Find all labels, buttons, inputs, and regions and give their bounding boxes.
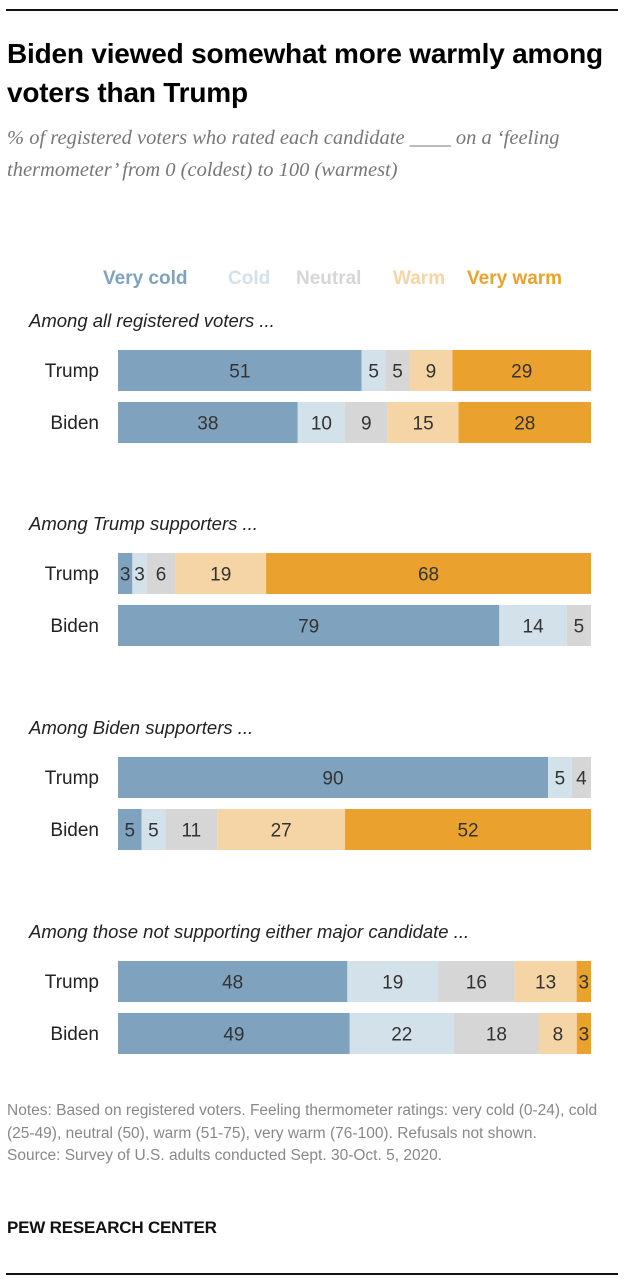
- top-rule: [6, 9, 618, 11]
- data-label: 3: [579, 1025, 590, 1046]
- bar-segment-cold: [361, 350, 386, 391]
- bar-segment-neutral: [453, 1013, 539, 1054]
- bar-segment-warm: [538, 1013, 577, 1054]
- data-label: 48: [222, 973, 243, 994]
- data-label: 49: [223, 1025, 244, 1046]
- data-label: 18: [486, 1025, 507, 1046]
- data-label: 28: [514, 414, 535, 435]
- bar-segment-cold: [297, 402, 346, 443]
- bar-segment-cold: [349, 1013, 454, 1054]
- data-label: 10: [311, 414, 332, 435]
- data-label: 11: [181, 821, 201, 842]
- bar-segment-warm: [514, 961, 577, 1002]
- bar-segment-cold: [548, 757, 572, 798]
- data-label: 29: [511, 362, 532, 383]
- data-label: 8: [553, 1025, 564, 1046]
- data-label: 3: [120, 565, 131, 586]
- data-label: 5: [574, 617, 585, 638]
- bar-segment-warm: [387, 402, 459, 443]
- row-label-trump: Trump: [45, 564, 99, 585]
- bar-segment-very-warm: [576, 1013, 591, 1054]
- group-label: Among those not supporting either major …: [28, 921, 469, 942]
- data-label: 14: [523, 617, 545, 638]
- data-label: 5: [148, 821, 159, 842]
- data-label: 51: [229, 362, 250, 383]
- bar-segment-very-warm: [452, 350, 591, 391]
- data-label: 90: [322, 769, 343, 790]
- row-label-trump: Trump: [45, 361, 99, 382]
- bar-segment-very-warm: [345, 809, 591, 850]
- row-label-trump: Trump: [45, 768, 99, 789]
- bar-segment-neutral: [438, 961, 515, 1002]
- group-label: Among Trump supporters ...: [28, 513, 258, 534]
- data-label: 4: [576, 769, 587, 790]
- legend-item-very-warm: Very warm: [467, 268, 562, 289]
- data-label: 19: [210, 565, 231, 586]
- bar-segment-very-warm: [576, 961, 591, 1002]
- bar-segment-neutral: [385, 350, 410, 391]
- data-label: 15: [413, 414, 434, 435]
- bar-segment-very-warm: [266, 553, 591, 594]
- bar-segment-very-cold: [118, 1013, 350, 1054]
- data-label: 13: [535, 973, 556, 994]
- data-label: 9: [361, 414, 372, 435]
- bar-segment-very-cold: [118, 961, 348, 1002]
- bar-segment-warm: [409, 350, 453, 391]
- data-label: 5: [125, 821, 136, 842]
- bar-segment-neutral: [146, 553, 176, 594]
- source-text: Source: Survey of U.S. adults conducted …: [7, 1147, 443, 1164]
- bar-segment-very-warm: [458, 402, 591, 443]
- bar-segment-neutral: [571, 757, 591, 798]
- data-label: 5: [555, 769, 566, 790]
- brand-logo: PEW RESEARCH CENTER: [7, 1218, 217, 1237]
- data-label: 19: [382, 973, 403, 994]
- bar-segment-neutral: [345, 402, 388, 443]
- row-label-biden: Biden: [50, 1024, 99, 1045]
- bar-segment-cold: [132, 553, 147, 594]
- row-label-trump: Trump: [45, 972, 99, 993]
- bar-segment-very-cold: [118, 350, 362, 391]
- data-label: 5: [368, 362, 379, 383]
- legend-item-warm: Warm: [393, 268, 445, 289]
- data-label: 79: [298, 617, 319, 638]
- notes-text: Notes: Based on registered voters. Feeli…: [7, 1102, 598, 1142]
- bar-segment-very-cold: [118, 809, 142, 850]
- notes-block: Notes: Based on registered voters. Feeli…: [7, 1100, 607, 1168]
- data-label: 68: [418, 565, 439, 586]
- bar-segment-warm: [175, 553, 267, 594]
- row-label-biden: Biden: [50, 616, 99, 637]
- row-label-biden: Biden: [50, 413, 99, 434]
- chart-title: Biden viewed somewhat more warmly among …: [7, 38, 603, 108]
- data-label: 5: [392, 362, 403, 383]
- bar-segment-cold: [499, 605, 567, 646]
- bar-segment-very-cold: [118, 757, 548, 798]
- data-label: 16: [466, 973, 487, 994]
- data-label: 52: [457, 821, 478, 842]
- bar-segment-cold: [347, 961, 439, 1002]
- row-label-biden: Biden: [50, 820, 99, 841]
- bar-segment-neutral: [165, 809, 218, 850]
- bar-segment-very-cold: [118, 553, 133, 594]
- legend-item-neutral: Neutral: [296, 268, 361, 289]
- chart-subtitle: % of registered voters who rated each ca…: [7, 127, 560, 181]
- data-label: 3: [134, 565, 145, 586]
- data-label: 6: [156, 565, 167, 586]
- data-label: 38: [197, 414, 218, 435]
- legend-item-very-cold: Very cold: [103, 268, 188, 289]
- data-label: 27: [271, 821, 292, 842]
- bar-segment-cold: [141, 809, 166, 850]
- data-label: 9: [426, 362, 437, 383]
- bottom-rule: [6, 1273, 618, 1275]
- bar-segment-very-cold: [118, 605, 500, 646]
- legend-item-cold: Cold: [228, 268, 270, 289]
- bar-segment-neutral: [566, 605, 591, 646]
- data-label: 3: [579, 973, 590, 994]
- group-label: Among Biden supporters ...: [28, 717, 253, 738]
- bar-segment-very-cold: [118, 402, 298, 443]
- bar-segment-warm: [217, 809, 346, 850]
- data-label: 22: [391, 1025, 412, 1046]
- stacked-bar-chart: Very cold Cold Neutral Warm Very warm Among a…: [28, 268, 591, 1054]
- group-label: Among all registered voters ...: [28, 310, 275, 331]
